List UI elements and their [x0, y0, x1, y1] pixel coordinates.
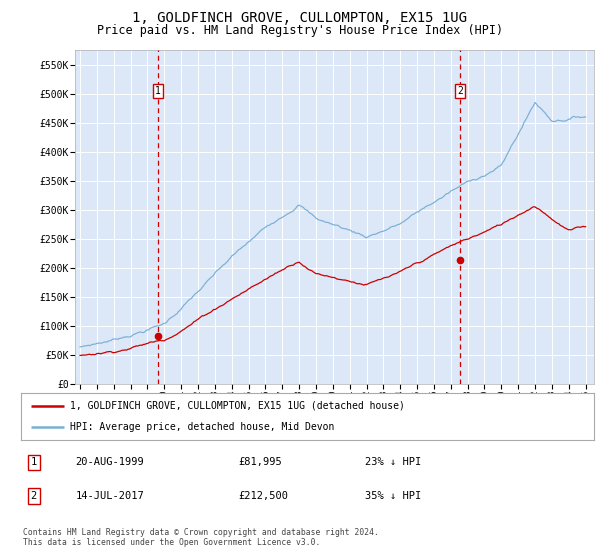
Text: 20-AUG-1999: 20-AUG-1999 — [76, 458, 144, 468]
Text: £81,995: £81,995 — [239, 458, 283, 468]
Text: 1: 1 — [155, 86, 161, 96]
Text: £212,500: £212,500 — [239, 491, 289, 501]
Text: HPI: Average price, detached house, Mid Devon: HPI: Average price, detached house, Mid … — [70, 422, 334, 432]
Text: 1, GOLDFINCH GROVE, CULLOMPTON, EX15 1UG: 1, GOLDFINCH GROVE, CULLOMPTON, EX15 1UG — [133, 11, 467, 25]
Text: 23% ↓ HPI: 23% ↓ HPI — [365, 458, 421, 468]
Text: 1: 1 — [31, 458, 37, 468]
Text: 2: 2 — [457, 86, 463, 96]
Text: 35% ↓ HPI: 35% ↓ HPI — [365, 491, 421, 501]
Text: 1, GOLDFINCH GROVE, CULLOMPTON, EX15 1UG (detached house): 1, GOLDFINCH GROVE, CULLOMPTON, EX15 1UG… — [70, 400, 404, 410]
Text: 2: 2 — [31, 491, 37, 501]
Text: Price paid vs. HM Land Registry's House Price Index (HPI): Price paid vs. HM Land Registry's House … — [97, 24, 503, 36]
Text: Contains HM Land Registry data © Crown copyright and database right 2024.
This d: Contains HM Land Registry data © Crown c… — [23, 528, 379, 548]
Text: 14-JUL-2017: 14-JUL-2017 — [76, 491, 144, 501]
